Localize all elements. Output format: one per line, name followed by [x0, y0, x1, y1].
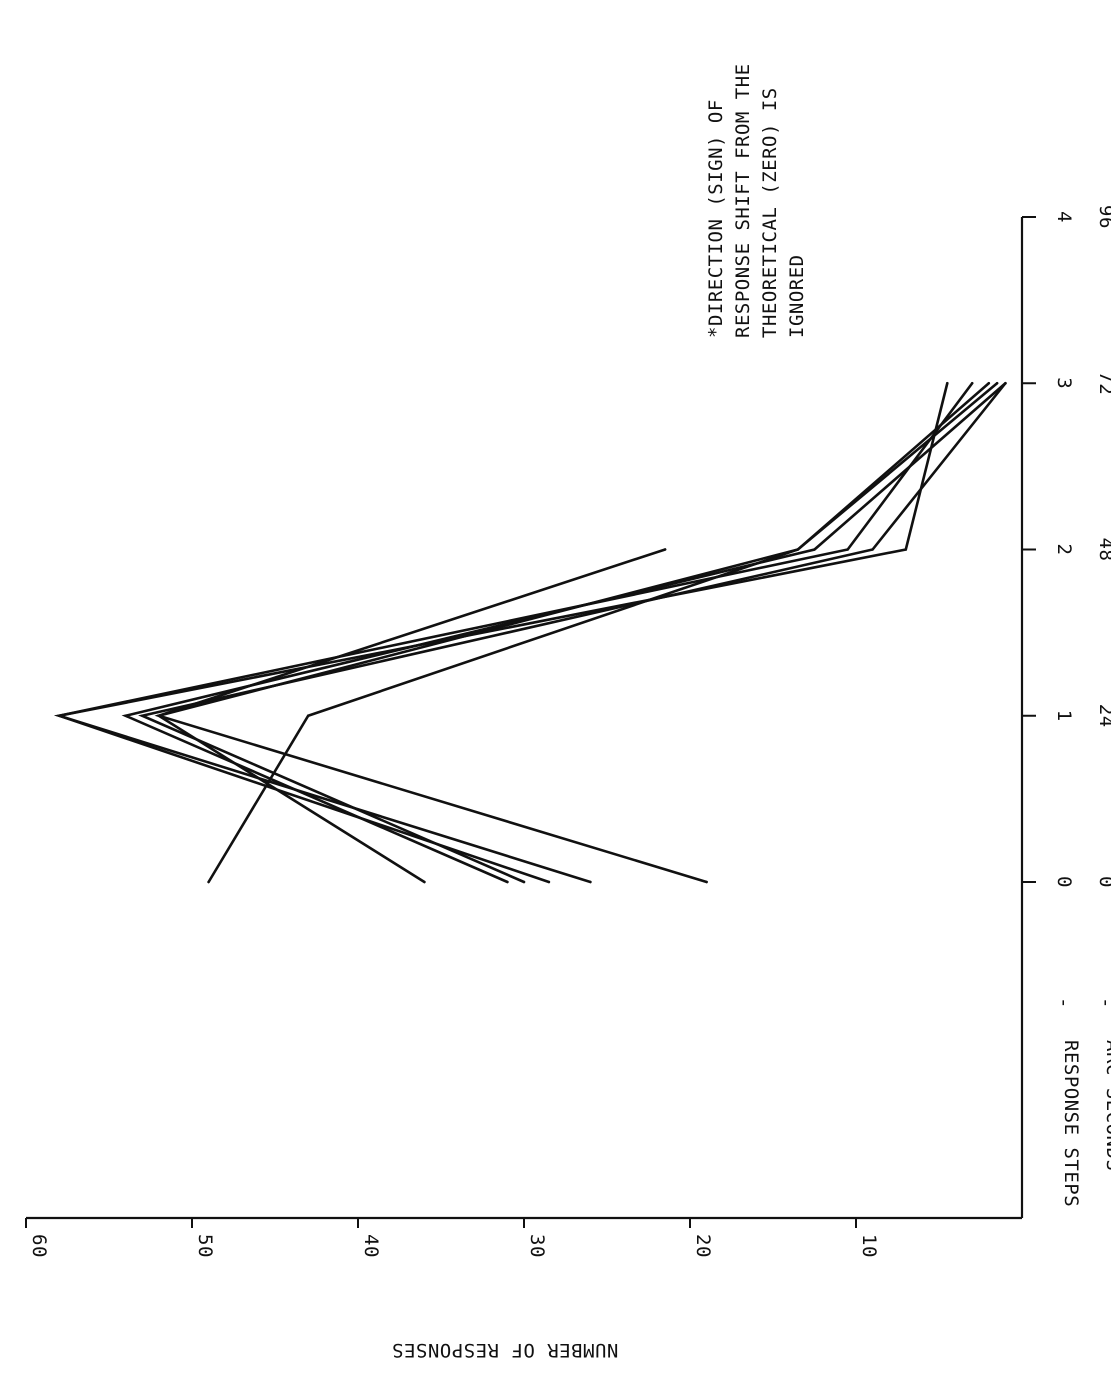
step-tick-label: 0	[1053, 876, 1075, 888]
data-point	[157, 714, 160, 717]
data-point	[207, 880, 210, 884]
axes	[25, 216, 1036, 1228]
data-point	[589, 880, 592, 884]
data-point	[813, 548, 816, 551]
data-point	[846, 548, 849, 551]
step-row-separator: -	[1053, 997, 1075, 1009]
series-line	[121, 381, 1007, 884]
annotation-line: IGNORED	[786, 254, 808, 338]
value-tick-label: 10	[858, 1234, 880, 1258]
annotation-line: RESPONSE SHIFT FROM THE	[732, 63, 754, 338]
data-point	[904, 548, 907, 551]
data-point	[971, 382, 974, 385]
arc-tick-label: 48	[1095, 538, 1111, 562]
data-point	[705, 880, 708, 884]
data-point	[58, 714, 61, 717]
step-tick-label: 4	[1053, 211, 1075, 223]
series-line	[54, 381, 974, 884]
arc-tick-label: 72	[1095, 371, 1111, 395]
series-layer	[54, 381, 1007, 884]
data-point	[1004, 382, 1007, 385]
annotation-line: *DIRECTION (SIGN) OF	[705, 99, 727, 338]
value-tick-label: 50	[194, 1234, 216, 1258]
data-point	[796, 548, 800, 551]
step-row-separator: -	[1095, 997, 1111, 1009]
arc-tick-label: 0	[1095, 876, 1111, 888]
step-row-label: ARC SECONDS	[1102, 1040, 1111, 1171]
data-point	[871, 548, 874, 551]
data-point	[506, 880, 509, 884]
series-line	[155, 381, 999, 884]
data-point	[995, 382, 999, 385]
data-point	[522, 880, 526, 884]
value-axis-title: NUMBER OF RESPONSES	[392, 1339, 619, 1361]
data-point	[547, 880, 551, 884]
step-tick-label: 1	[1053, 710, 1075, 722]
series-line	[207, 381, 991, 884]
data-point	[307, 714, 310, 717]
value-tick-label: 60	[28, 1234, 50, 1258]
labels: 10 20 30 40 50 60 0 0 1 24 2 48 3 72 4 96 RESPONSE STEPS…	[28, 63, 1111, 1361]
step-tick-label: 3	[1053, 377, 1075, 389]
data-point	[987, 382, 990, 385]
data-point	[124, 714, 127, 717]
series-line	[54, 381, 949, 884]
data-point	[141, 714, 144, 717]
step-tick-label: 2	[1053, 544, 1075, 556]
step-row-label: RESPONSE STEPS	[1060, 1040, 1082, 1207]
data-point	[423, 880, 426, 884]
value-tick-label: 20	[692, 1234, 714, 1258]
data-point	[946, 382, 949, 385]
value-tick-label: 30	[526, 1234, 548, 1258]
arc-tick-label: 96	[1095, 205, 1111, 229]
series-line	[138, 381, 1007, 884]
value-tick-label: 40	[360, 1234, 382, 1258]
annotation-line: THEORETICAL (ZERO) IS	[759, 87, 781, 338]
arc-tick-label: 24	[1095, 704, 1111, 728]
data-point	[663, 548, 667, 551]
